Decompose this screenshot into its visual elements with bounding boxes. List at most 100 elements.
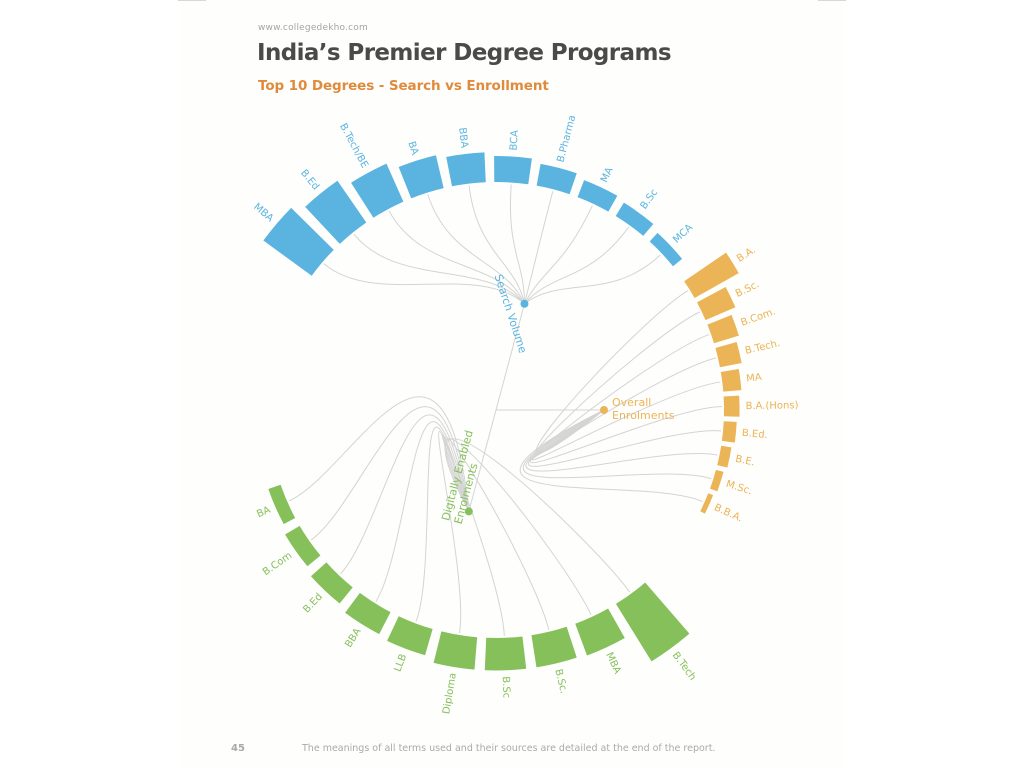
label-BA: BA (255, 505, 272, 521)
bar-BBA (345, 592, 391, 635)
link-B.Sc. (443, 436, 550, 630)
link-B.Sc (524, 226, 630, 305)
label-BCA: BCA (508, 130, 520, 151)
bar-B.Sc. (531, 626, 577, 668)
trunk-link-0 (495, 303, 525, 411)
label-B.E.: B.E. (734, 454, 755, 469)
label-MBA: MBA (603, 651, 622, 676)
label-BBA: BBA (456, 127, 469, 149)
link-B.A.(Hons) (530, 405, 722, 464)
label-B.Ed.: B.Ed. (741, 428, 768, 441)
link-MBA (444, 438, 592, 616)
bar-MBA (263, 207, 334, 276)
link-BA (288, 396, 470, 512)
bar-BA (268, 484, 296, 525)
bar-B.Tech/BE (351, 163, 404, 218)
bar-Diploma (433, 631, 478, 670)
bar-B.Ed (305, 180, 367, 244)
bar-B.Sc (484, 636, 527, 671)
bar-LLB (387, 616, 433, 656)
source-url: www.collegedekho.com (258, 23, 368, 33)
link-B.Tech/BE (388, 210, 525, 305)
bar-B.Ed (310, 562, 353, 604)
label-MCA: MCA (671, 222, 695, 246)
bar-B.Com. (707, 314, 739, 344)
bar-B.Sc (615, 202, 654, 236)
label-B.Tech: B.Tech (670, 650, 698, 683)
label-BA: BA (405, 140, 420, 157)
link-BA (427, 194, 525, 304)
link-B.Pharma (523, 191, 554, 304)
page-title: India’s Premier Degree Programs (257, 40, 672, 66)
bar-MA (577, 180, 618, 212)
bar-BBA (446, 152, 486, 187)
label-B.A.(Hons): B.A.(Hons) (745, 400, 798, 412)
link-B.Ed (353, 233, 525, 305)
label-B.Sc.: B.Sc. (552, 668, 569, 695)
link-MCA (524, 254, 661, 305)
link-M.Sc. (522, 409, 712, 480)
crop-mark-right (818, 0, 846, 1)
bar-B.Ed. (721, 421, 737, 443)
bar-MBA (575, 608, 625, 656)
page-number: 45 (231, 743, 245, 754)
link-B.Com (310, 406, 470, 541)
hub-label-1: Overall Enrolments (612, 396, 675, 422)
hub-label-0: Search Volume (492, 273, 530, 355)
label-B.B.A.: B.B.A. (712, 502, 744, 524)
link-B.Tech (444, 438, 631, 593)
trunk-link-2 (468, 409, 497, 512)
link-B.A. (535, 290, 689, 454)
footnote: The meanings of all terms used and their… (302, 743, 716, 754)
label-B.Tech/BE: B.Tech/BE (337, 122, 370, 170)
page-subtitle: Top 10 Degrees - Search vs Enrollment (258, 78, 549, 94)
label-B.A.: B.A. (735, 245, 758, 265)
bar-B.A. (684, 252, 739, 299)
link-LLB (415, 426, 470, 622)
label-MA: MA (746, 372, 763, 385)
label-B.Com.: B.Com. (739, 306, 777, 328)
bar-B.A.(Hons) (723, 395, 740, 417)
link-MA (531, 381, 721, 461)
label-B.Ed: B.Ed (301, 591, 325, 615)
bar-B.Com (285, 525, 321, 567)
label-MBA: MBA (251, 202, 275, 225)
link-B.Ed (340, 414, 470, 575)
label-B.Ed: B.Ed (298, 168, 321, 193)
label-Diploma: Diploma (441, 672, 459, 715)
label-LLB: LLB (393, 653, 410, 674)
link-BBA (468, 185, 525, 304)
bar-BA (398, 155, 444, 199)
bar-B.B.A. (700, 493, 714, 514)
label-M.Sc.: M.Sc. (725, 479, 754, 498)
crop-mark-left (178, 0, 206, 1)
link-B.Tech. (533, 357, 717, 459)
bar-MA (720, 369, 742, 392)
link-B.Sc. (535, 311, 700, 455)
link-B.B.A. (519, 409, 703, 503)
bar-M.Sc. (710, 469, 724, 492)
chart-links (288, 184, 722, 636)
hub-2 (464, 507, 473, 516)
link-B.Ed. (528, 409, 722, 467)
label-B.Sc: B.Sc (500, 676, 512, 698)
bar-B.Tech (615, 582, 690, 662)
link-BBA (375, 421, 470, 602)
label-B.Com: B.Com (261, 550, 294, 578)
bar-B.Pharma (536, 163, 577, 195)
link-Diploma (438, 431, 470, 634)
hub-1 (600, 406, 608, 414)
label-B.Pharma: B.Pharma (555, 114, 578, 164)
label-BBA: BBA (343, 626, 363, 649)
hub-0 (520, 299, 529, 308)
link-B.E. (525, 409, 718, 472)
bar-MCA (649, 232, 683, 267)
bar-B.Tech. (715, 341, 742, 368)
link-MA (524, 205, 593, 304)
link-MBA (323, 263, 525, 305)
label-B.Sc: B.Sc (638, 187, 660, 211)
chart-bars (263, 152, 742, 671)
bar-B.E. (717, 445, 732, 468)
